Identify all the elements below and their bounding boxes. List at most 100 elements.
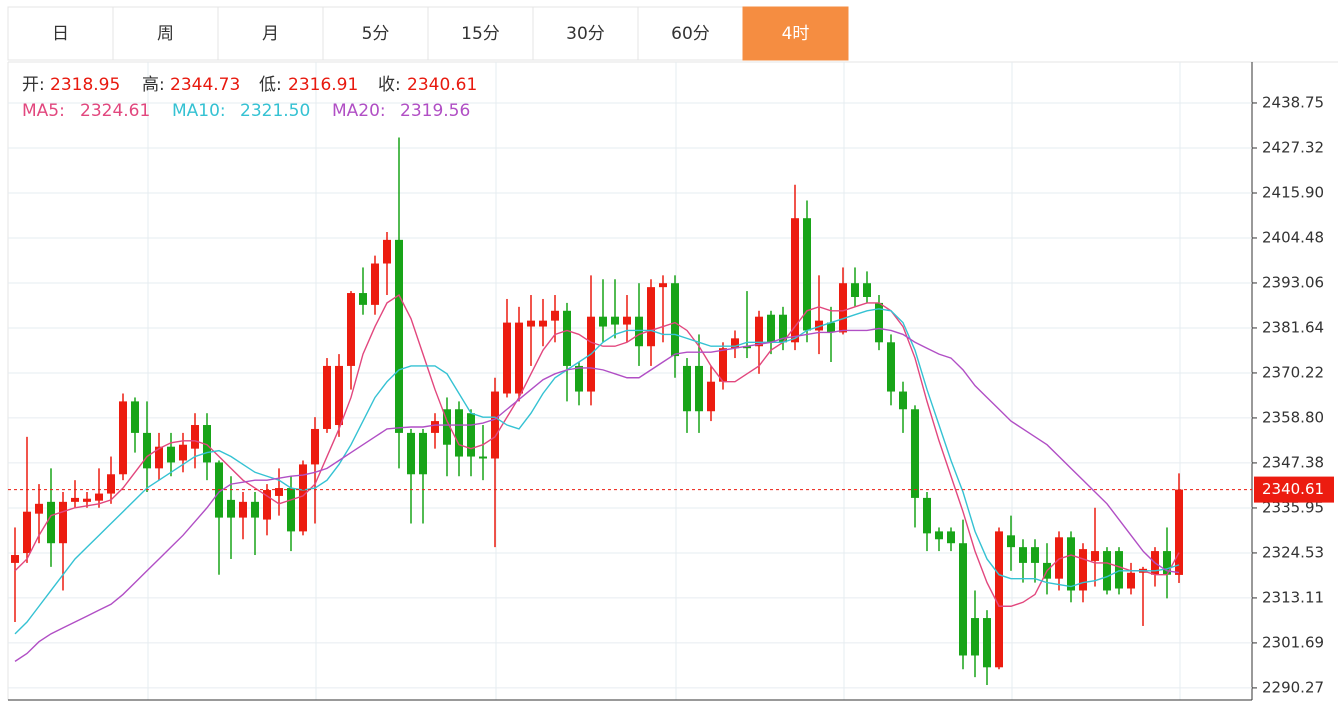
tab[interactable] <box>637 6 744 61</box>
info-label: 低: <box>259 75 282 95</box>
info-value: 2316.91 <box>288 75 358 95</box>
candle-body <box>107 474 115 494</box>
info-value: 2344.73 <box>170 75 240 95</box>
candle-body <box>887 342 895 392</box>
y-tick-label: 2370.22 <box>1262 363 1324 381</box>
tab-label[interactable]: 5分 <box>362 24 390 44</box>
y-tick-label: 2335.95 <box>1262 498 1324 516</box>
tab-label[interactable]: 15分 <box>461 24 500 44</box>
info-value: 2318.95 <box>50 75 120 95</box>
candle-body <box>119 401 127 475</box>
tab-label[interactable]: 周 <box>157 24 174 44</box>
tab-label[interactable]: 4时 <box>782 24 810 44</box>
candle-body <box>1103 551 1111 591</box>
candle-body <box>851 283 859 297</box>
tab[interactable] <box>742 6 849 61</box>
candle-body <box>419 432 427 475</box>
candle-body <box>359 293 367 305</box>
y-tick-label: 2313.11 <box>1262 588 1324 606</box>
candle-body <box>1175 489 1183 575</box>
candle-body <box>203 425 211 463</box>
candle-body <box>1163 551 1171 575</box>
y-tick-label: 2358.80 <box>1262 408 1324 426</box>
candle-body <box>671 283 679 357</box>
tab-label[interactable]: 60分 <box>671 24 710 44</box>
candle-body <box>503 322 511 394</box>
candle-body <box>1055 537 1063 579</box>
candle-body <box>251 501 259 518</box>
candle-body <box>383 239 391 264</box>
candle-body <box>731 338 739 349</box>
y-tick-label: 2324.53 <box>1262 543 1324 561</box>
candle-body <box>539 320 547 327</box>
last-price-label: 2340.61 <box>1262 480 1324 498</box>
candle-body <box>167 446 175 463</box>
candle-body <box>131 401 139 433</box>
legend-value: 2319.56 <box>400 101 470 121</box>
tab-label[interactable]: 日 <box>52 24 69 44</box>
candle-body <box>623 316 631 325</box>
candle-body <box>515 322 523 394</box>
candle-body <box>263 490 271 520</box>
candle-body <box>947 531 955 544</box>
candle-body <box>863 283 871 297</box>
vertical-grid <box>147 62 1181 700</box>
candle-body <box>23 511 31 554</box>
candle-body <box>443 409 451 445</box>
candle-body <box>239 501 247 518</box>
legend-value: 2321.50 <box>240 101 310 121</box>
info-label: 收: <box>378 75 401 95</box>
y-tick-label: 2347.38 <box>1262 453 1324 471</box>
candle-body <box>791 218 799 343</box>
candle-body <box>287 488 295 532</box>
candle-body <box>335 365 343 426</box>
legend-label: MA10: <box>172 101 226 121</box>
candle-body <box>11 555 19 563</box>
candle-body <box>1007 535 1015 548</box>
candle-body <box>347 293 355 366</box>
candle-body <box>407 432 415 475</box>
candle-body <box>959 543 967 656</box>
last-price-box <box>1254 476 1334 503</box>
candle-body <box>191 425 199 449</box>
candle-body <box>143 432 151 469</box>
tab-label[interactable]: 30分 <box>566 24 605 44</box>
tab[interactable] <box>532 6 639 61</box>
candle-body <box>827 322 835 333</box>
tab[interactable] <box>217 6 324 61</box>
candle-body <box>311 428 319 465</box>
legend-value: 2324.61 <box>80 101 150 121</box>
legend-label: MA5: <box>22 101 65 121</box>
candle-body <box>683 365 691 412</box>
y-tick-label: 2427.32 <box>1262 138 1324 156</box>
candle-body <box>1019 547 1027 563</box>
y-tick-label: 2415.90 <box>1262 183 1324 201</box>
candle-body <box>647 287 655 347</box>
candle-body <box>815 320 823 331</box>
candle-body <box>1031 547 1039 563</box>
candle-body <box>371 263 379 305</box>
candle-body <box>299 464 307 532</box>
candle-body <box>707 381 715 412</box>
candle-body <box>1115 551 1123 589</box>
info-label: 高: <box>142 75 165 95</box>
candle-body <box>803 218 811 331</box>
candle-body <box>1067 537 1075 591</box>
tab-label[interactable]: 月 <box>262 24 279 44</box>
candle-body <box>1079 549 1087 591</box>
candle-body <box>779 314 787 343</box>
candle-body <box>59 501 67 544</box>
info-value: 2340.61 <box>407 75 477 95</box>
y-tick-label: 2404.48 <box>1262 228 1324 246</box>
candle-body <box>983 618 991 668</box>
candle-body <box>527 320 535 327</box>
candle-body <box>743 346 751 349</box>
candle-body <box>599 316 607 327</box>
candle-body <box>899 391 907 410</box>
ma-line <box>14 327 1180 662</box>
candle-body <box>995 531 1003 668</box>
candle-body <box>923 497 931 534</box>
candle-body <box>323 365 331 429</box>
candle-body <box>875 302 883 343</box>
candle-body <box>911 409 919 498</box>
